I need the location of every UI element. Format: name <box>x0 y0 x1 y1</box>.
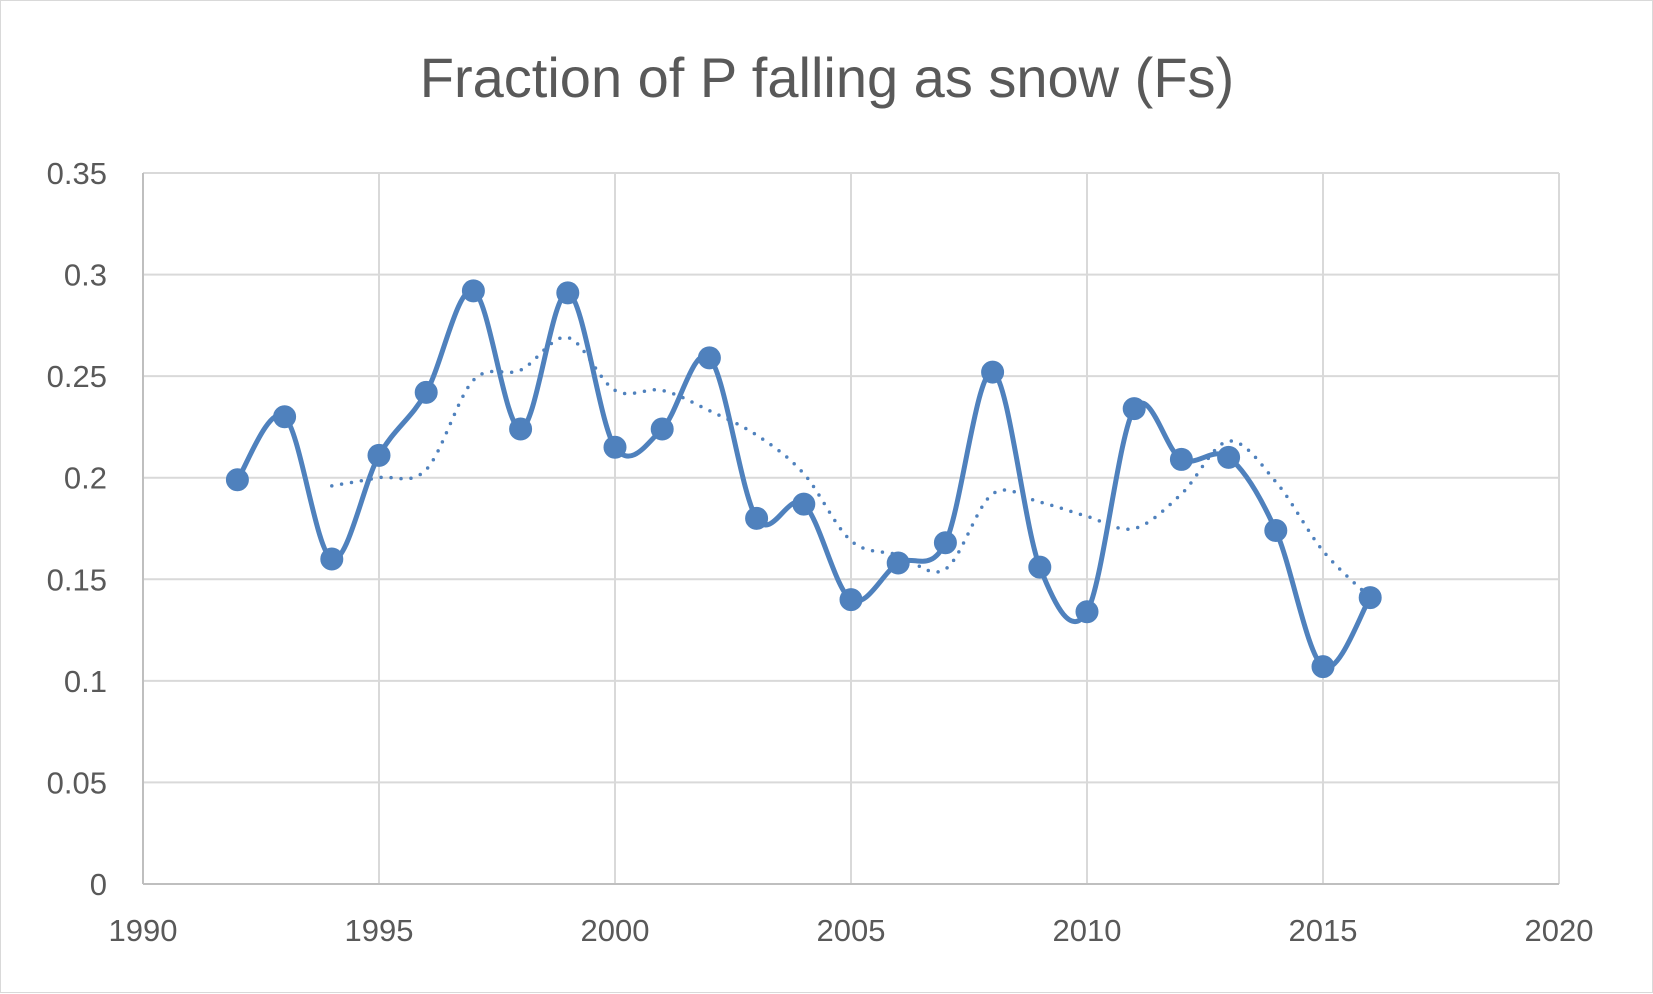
data-point <box>1075 600 1099 624</box>
y-tick-label: 0.1 <box>64 664 107 699</box>
data-point <box>792 492 816 516</box>
gridlines <box>142 172 1560 885</box>
x-tick-label: 2010 <box>1053 913 1122 948</box>
data-markers <box>225 279 1382 679</box>
data-point <box>556 281 580 305</box>
x-tick-label: 2000 <box>581 913 650 948</box>
y-tick-label: 0.05 <box>47 765 107 800</box>
y-tick-label: 0.15 <box>47 562 107 597</box>
y-tick-label: 0.3 <box>64 258 107 293</box>
axes <box>142 173 1559 885</box>
x-tick-label: 1990 <box>109 913 178 948</box>
y-tick-label: 0.25 <box>47 359 107 394</box>
x-tick-label: 1995 <box>345 913 414 948</box>
data-point <box>1264 519 1288 543</box>
data-point <box>1122 397 1146 421</box>
y-tick-label: 0 <box>90 867 107 902</box>
x-tick-labels: 1990 1995 2000 2005 2010 2015 2020 <box>109 913 1594 948</box>
data-point <box>697 346 721 370</box>
data-point <box>1358 586 1382 610</box>
data-point <box>650 417 674 441</box>
data-point <box>886 551 910 575</box>
data-point <box>461 279 485 303</box>
trend-series <box>330 335 1372 600</box>
data-point <box>273 405 297 429</box>
x-tick-label: 2015 <box>1289 913 1358 948</box>
chart-title: Fraction of P falling as snow (Fs) <box>420 46 1234 109</box>
data-point <box>839 588 863 612</box>
data-point <box>225 468 249 492</box>
y-tick-label: 0.35 <box>47 156 107 191</box>
y-tick-labels: 0 0.05 0.1 0.15 0.2 0.25 0.3 0.35 <box>47 156 107 902</box>
data-point <box>414 380 438 404</box>
data-point <box>745 506 769 530</box>
data-point <box>981 360 1005 384</box>
data-point <box>933 531 957 555</box>
data-point <box>1311 655 1335 679</box>
data-point <box>320 547 344 571</box>
data-point <box>509 417 533 441</box>
data-point <box>1169 447 1193 471</box>
data-point <box>1028 555 1052 579</box>
y-tick-label: 0.2 <box>64 461 107 496</box>
x-tick-label: 2005 <box>817 913 886 948</box>
data-point <box>603 435 627 459</box>
data-point <box>1217 445 1241 469</box>
trend-line <box>330 335 1372 600</box>
data-series <box>235 288 1373 671</box>
data-point <box>367 443 391 467</box>
series-line <box>235 288 1373 671</box>
x-tick-label: 2020 <box>1525 913 1594 948</box>
